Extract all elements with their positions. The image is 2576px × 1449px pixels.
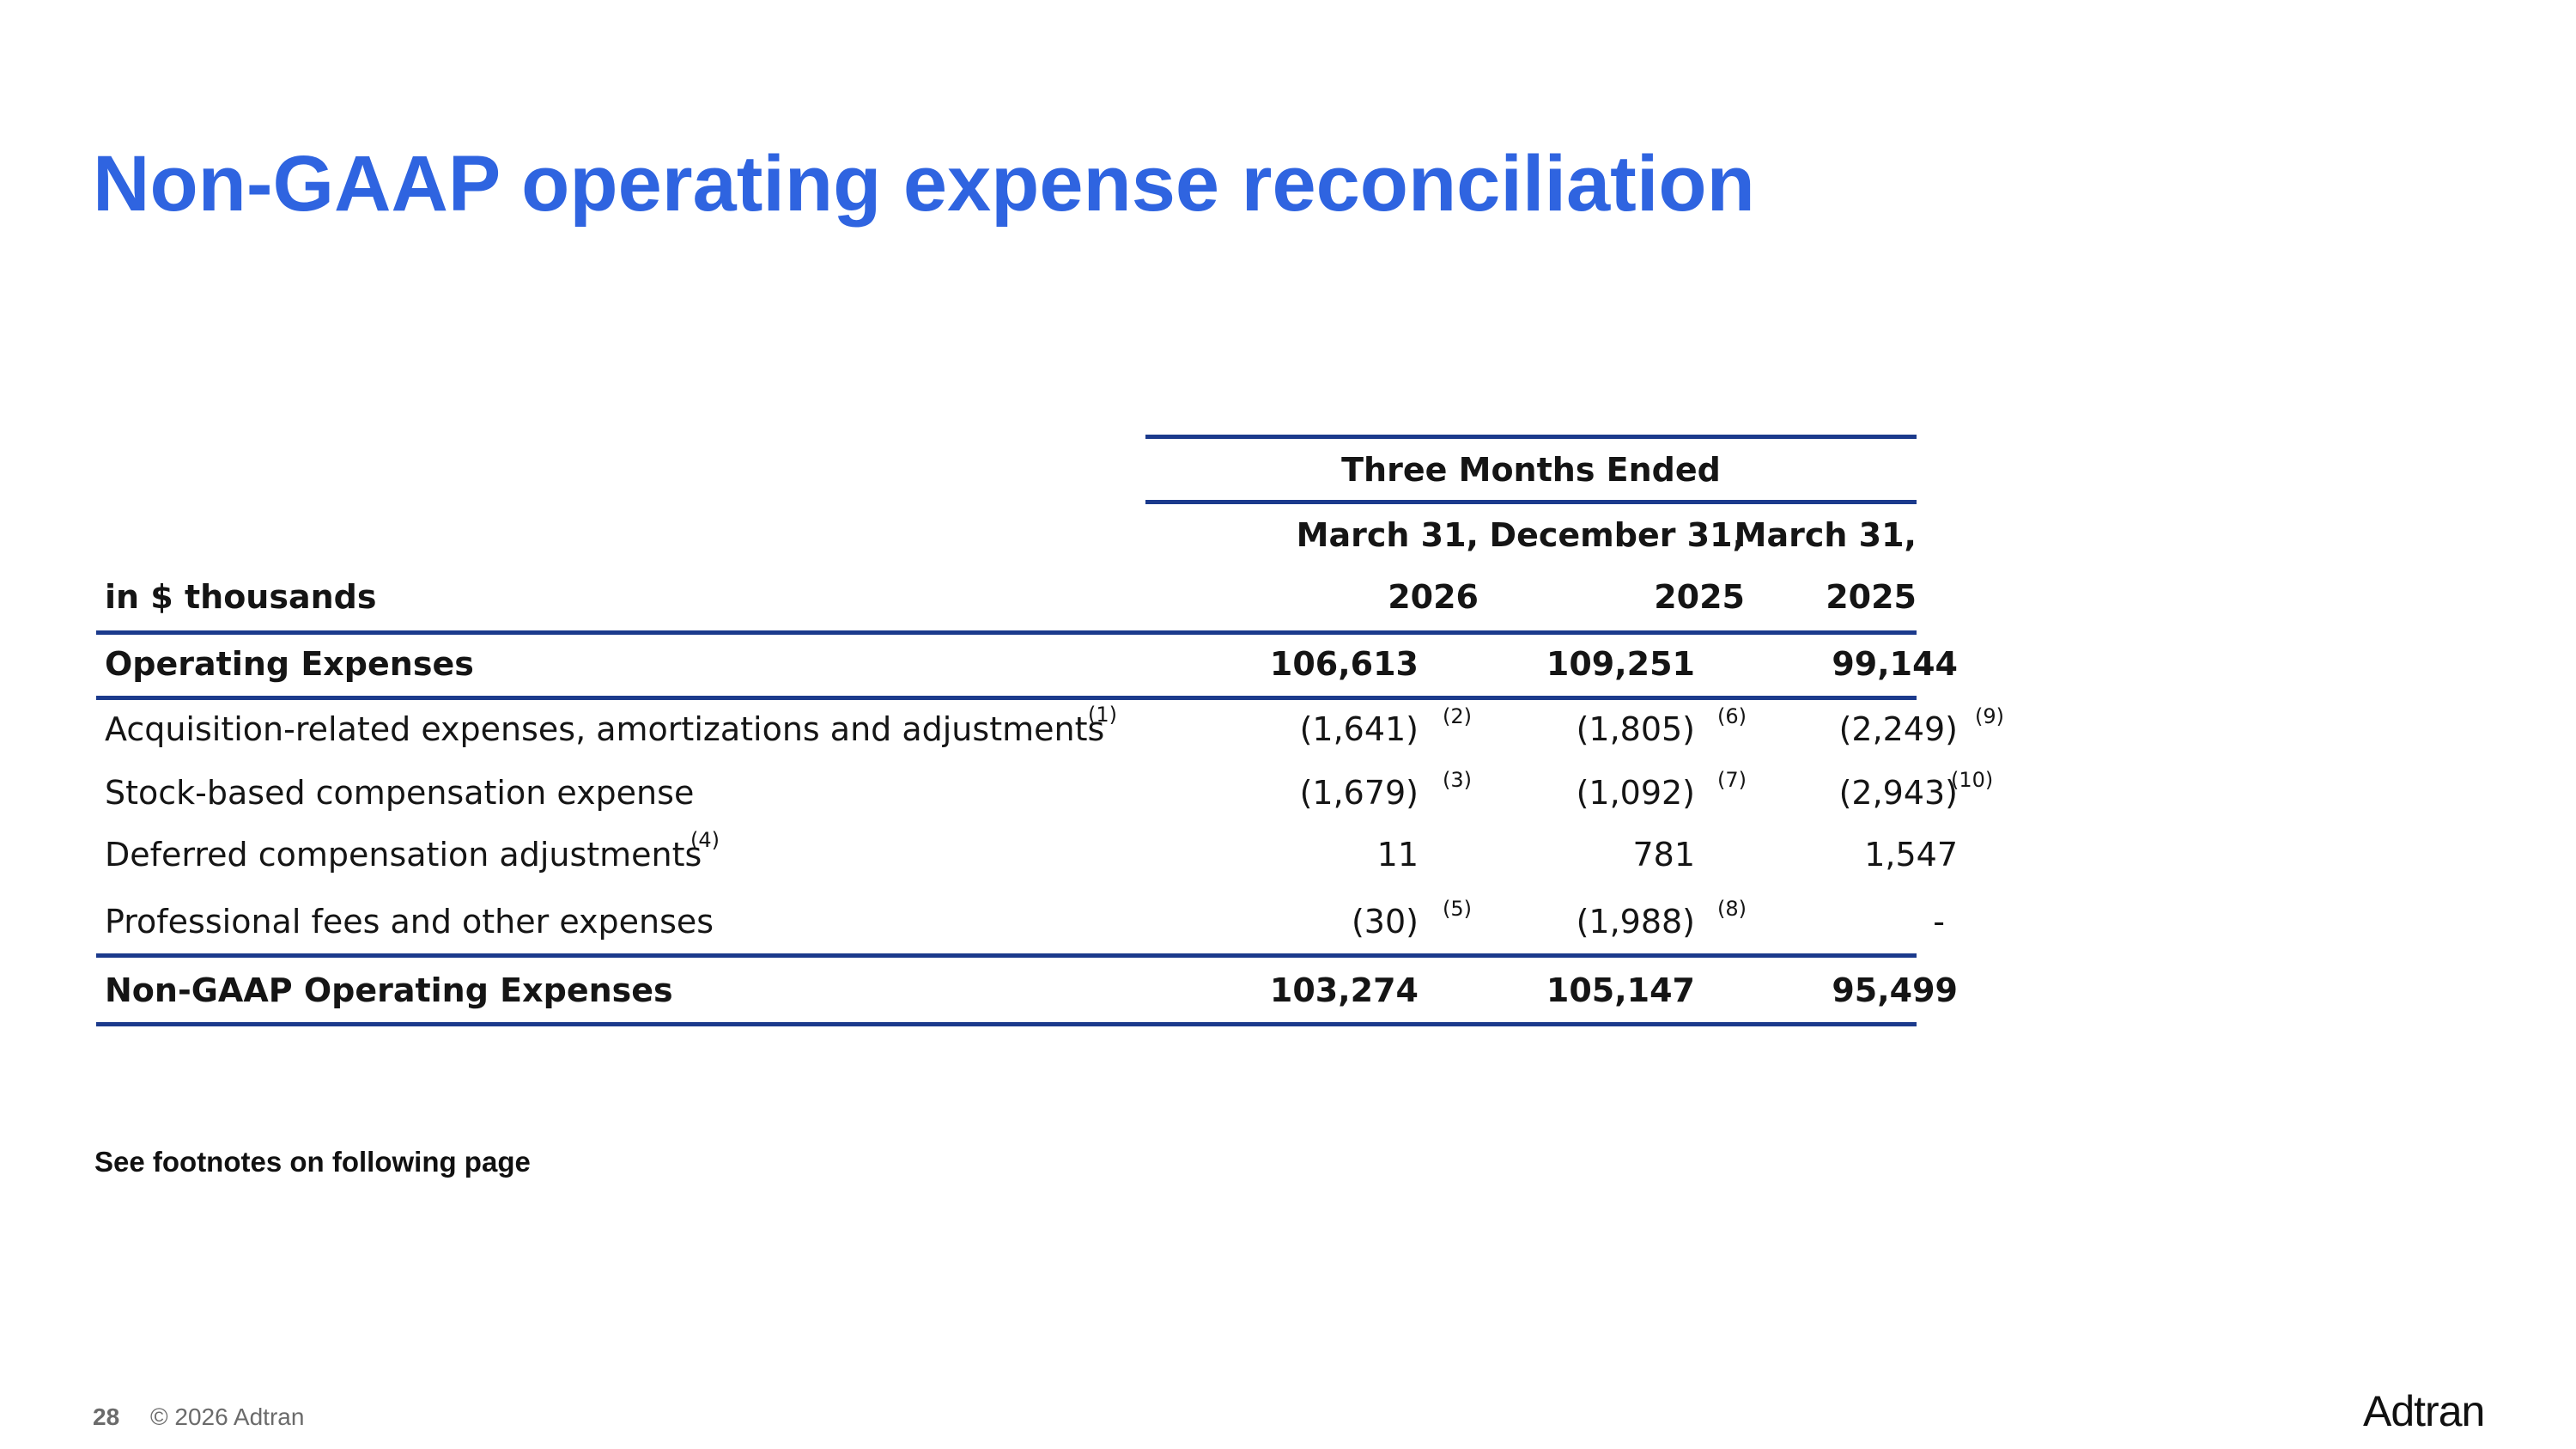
row-label: Operating Expenses [105, 645, 474, 683]
label-footnote-ref: (4) [690, 828, 720, 852]
rule-header-bottom [96, 630, 1917, 635]
row-value: (2,943) [1838, 774, 1958, 812]
value-footnote-ref: (10) [1951, 768, 1994, 792]
row-value: - [1933, 903, 1945, 941]
value-footnote-ref: (3) [1443, 768, 1472, 792]
label-footnote-ref: (1) [1088, 703, 1117, 727]
value-footnote-ref: (7) [1717, 768, 1747, 792]
col-header-3-line1: March 31, [1734, 516, 1917, 554]
adtran-logo: Adtran [2363, 1387, 2485, 1435]
row-value: (1,679) [1299, 774, 1419, 812]
rule-total-top [96, 953, 1917, 958]
row-value: 105,147 [1546, 971, 1695, 1009]
rule-group [1145, 500, 1917, 504]
footnote-note: See footnotes on following page [94, 1146, 531, 1178]
reconciliation-table: Three Months Ended March 31, 2026 Decemb… [96, 435, 2004, 1027]
row-value: (1,092) [1576, 774, 1695, 812]
row-label: Stock-based compensation expense [105, 774, 695, 812]
rule-bottom [96, 1022, 1917, 1026]
row-value: 1,547 [1864, 836, 1958, 874]
units-label: in $ thousands [105, 578, 377, 616]
value-footnote-ref: (8) [1717, 897, 1747, 921]
row-label: Deferred compensation adjustments [105, 836, 702, 874]
row-value: 95,499 [1832, 971, 1958, 1009]
row-label: Acquisition-related expenses, amortizati… [105, 710, 1105, 748]
row-value: 11 [1376, 836, 1419, 874]
col-header-2-line1: December 31, [1489, 516, 1745, 554]
group-header: Three Months Ended [1341, 451, 1721, 489]
rule-opex-bottom [96, 696, 1917, 700]
col-header-3-line2: 2025 [1826, 578, 1917, 616]
rule-top [1145, 435, 1917, 439]
row-value: 781 [1632, 836, 1695, 874]
row-value: (30) [1351, 903, 1419, 941]
row-value: (1,805) [1576, 710, 1695, 748]
page-title: Non-GAAP operating expense reconciliatio… [93, 140, 1755, 228]
row-value: (1,988) [1576, 903, 1695, 941]
value-footnote-ref: (9) [1975, 704, 2004, 728]
col-header-2-line2: 2025 [1654, 578, 1745, 616]
row-label: Non-GAAP Operating Expenses [105, 971, 673, 1009]
row-value: 106,613 [1269, 645, 1419, 683]
copyright: © 2026 Adtran [150, 1403, 305, 1430]
row-value: (1,641) [1299, 710, 1419, 748]
col-header-1-line2: 2026 [1388, 578, 1479, 616]
value-footnote-ref: (2) [1443, 704, 1472, 728]
col-header-1-line1: March 31, [1296, 516, 1479, 554]
row-value: 99,144 [1832, 645, 1958, 683]
page-number: 28 [93, 1403, 120, 1430]
row-label: Professional fees and other expenses [105, 903, 714, 941]
row-value: 103,274 [1269, 971, 1419, 1009]
value-footnote-ref: (5) [1443, 897, 1472, 921]
value-footnote-ref: (6) [1717, 704, 1747, 728]
row-value: 109,251 [1546, 645, 1695, 683]
row-value: (2,249) [1838, 710, 1958, 748]
